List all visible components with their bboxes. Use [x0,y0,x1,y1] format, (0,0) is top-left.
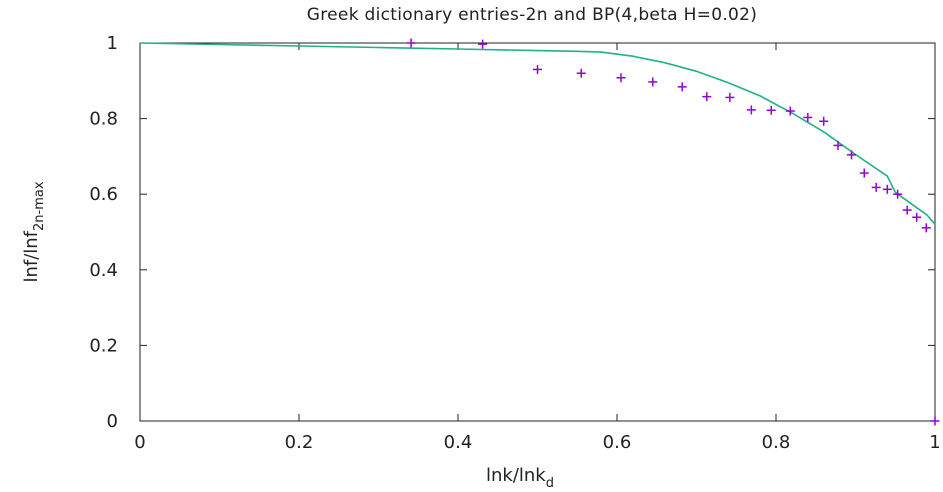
y-axis-ticks: 0 0.2 0.4 0.6 0.8 1 [89,33,935,432]
y-tick-label: 0.4 [89,260,118,281]
y-tick-label: 0 [107,411,118,432]
plot-frame [139,42,936,422]
x-axis-label-main: lnk/lnk [486,465,546,486]
y-axis-label-main: lnf/lnf [21,230,42,282]
data-point [871,182,881,192]
data-point [725,92,735,102]
y-tick-label: 0.2 [89,335,118,356]
fit-curve [139,42,936,225]
x-tick-label: 0.2 [285,432,314,453]
data-point [478,39,488,49]
data-point [912,212,922,222]
data-point [616,73,626,83]
data-point [702,92,712,102]
data-point [533,64,542,74]
x-tick-label: 0 [134,432,145,453]
data-point [677,82,687,92]
data-point [882,184,892,194]
data-point [648,77,658,87]
data-point [746,105,756,115]
x-tick-label: 0.6 [603,432,632,453]
data-point [803,112,813,122]
data-point [893,189,903,199]
data-point [576,68,586,78]
points-layer [406,38,940,426]
y-tick-label: 0.6 [89,184,118,205]
x-axis-label: lnk/lnkd [486,465,554,491]
data-point [766,105,776,115]
y-axis-label: lnf/lnf2n-max [21,181,47,282]
y-tick-label: 0.8 [89,109,118,130]
data-point [859,168,869,178]
curve-layer [139,42,936,225]
chart-title: Greek dictionary entries-2n and BP(4,bet… [307,5,757,25]
data-point [930,416,940,426]
x-tick-label: 1 [929,432,940,453]
data-point [785,106,795,116]
data-point [833,140,843,150]
data-point [847,150,857,160]
data-point [406,38,416,48]
data-point [921,223,931,233]
y-axis-label-subscript: 2n-max [32,181,47,231]
x-tick-label: 0.8 [762,432,791,453]
x-axis-label-subscript: d [546,476,554,491]
data-point [902,205,912,215]
data-point [819,116,829,126]
x-axis-ticks: 0 0.2 0.4 0.6 0.8 1 [134,43,941,453]
y-tick-label: 1 [107,33,118,54]
x-tick-label: 0.4 [444,432,473,453]
